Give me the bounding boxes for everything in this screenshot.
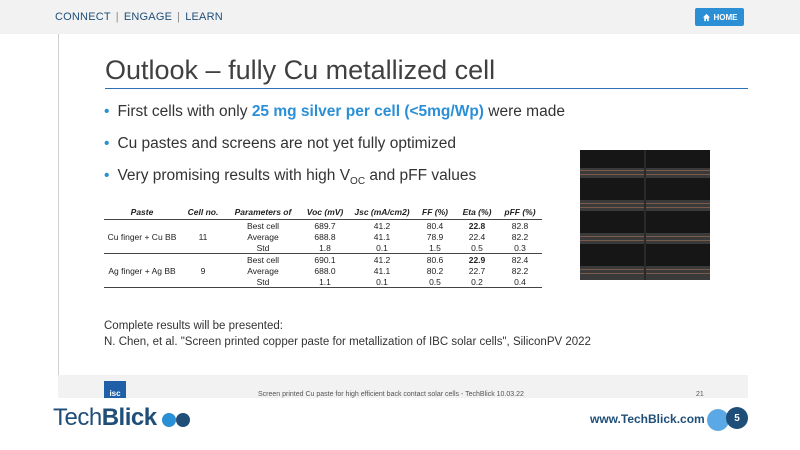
home-button[interactable]: HOME <box>695 8 744 26</box>
table-row: Average 688.8 41.1 78.9 22.4 82.2 <box>104 231 542 242</box>
table-cell: 1.8 <box>300 242 350 254</box>
table-cell: 0.5 <box>456 242 498 254</box>
bullet-highlight: 25 mg silver per cell (<5mg/Wp) <box>251 103 484 120</box>
table-cell: 82.8 <box>511 220 529 231</box>
table-cell: 0.2 <box>456 276 498 288</box>
table-cell: 41.1 <box>373 231 391 242</box>
bullet-text: and pFF values <box>365 167 477 184</box>
nav-learn[interactable]: LEARN <box>185 11 223 23</box>
table-cell: 22.8 <box>468 220 486 231</box>
table-cell: 0.1 <box>350 242 414 254</box>
logo-text: Tech <box>53 404 102 431</box>
slide-number: 21 <box>696 391 704 398</box>
table-cell: 82.2 <box>511 265 529 276</box>
table-cell: 41.1 <box>373 265 391 276</box>
results-table: Paste Cell no. Parameters of Voc (mV) Js… <box>104 205 542 288</box>
table-row: Cu finger + Cu BB 11 Best cell 689.7 41.… <box>104 219 542 254</box>
table-header: pFF (%) <box>498 205 542 220</box>
table-row: Ag finger + Ag BB 9 Best cell 690.1 41.2… <box>104 253 542 288</box>
website-link[interactable]: www.TechBlick.com <box>590 412 705 426</box>
isc-logo: isc <box>104 381 126 398</box>
logo-dots-icon <box>162 413 190 427</box>
table-cell: Std <box>226 242 300 254</box>
nav-separator: | <box>115 11 119 23</box>
table-header: Cell no. <box>180 205 226 220</box>
slide-title: Outlook – fully Cu metallized cell <box>105 55 496 85</box>
table-row: Average 688.0 41.1 80.2 22.7 82.2 <box>104 265 542 276</box>
table-cell: 22.7 <box>468 265 486 276</box>
home-button-label: HOME <box>713 12 738 22</box>
bullet-text: Very promising results with high V <box>117 167 351 184</box>
page-badge-bubble <box>707 409 729 431</box>
table-cell: 690.1 <box>314 254 336 265</box>
top-nav-bar <box>0 0 800 34</box>
table-header: Voc (mV) <box>300 205 350 220</box>
nav-connect[interactable]: CONNECT <box>55 11 111 23</box>
bullet-subscript: OC <box>350 176 366 188</box>
slide-footer <box>58 375 748 398</box>
table-cell: 80.2 <box>426 265 444 276</box>
table-row: Std 1.1 0.1 0.5 0.2 0.4 <box>104 276 542 288</box>
cell-no-cell: 11 <box>180 219 226 254</box>
page-number-badge: 5 <box>726 407 748 429</box>
table-header-row: Paste Cell no. Parameters of Voc (mV) Js… <box>104 205 542 220</box>
table-cell: 0.5 <box>414 276 456 288</box>
nav-separator: | <box>177 11 181 23</box>
table-cell: 688.0 <box>314 265 336 276</box>
cell-no-cell: 9 <box>180 253 226 288</box>
table-cell: 22.9 <box>468 254 486 265</box>
table-header: Eta (%) <box>456 205 498 220</box>
table-header: Parameters of <box>226 205 300 220</box>
table-cell: 689.7 <box>314 220 336 231</box>
table-cell: Average <box>247 231 279 242</box>
table-cell: 688.8 <box>314 231 336 242</box>
table-cell: 41.2 <box>373 220 391 231</box>
paste-cell: Cu finger + Cu BB <box>104 219 180 254</box>
logo-text-bold: Blick <box>101 404 157 431</box>
table-cell: 0.3 <box>498 242 542 254</box>
bullet-dot: • <box>104 103 110 120</box>
title-divider <box>105 88 748 89</box>
slide-border <box>58 34 59 398</box>
table-cell: 0.1 <box>350 276 414 288</box>
table-row: Std 1.8 0.1 1.5 0.5 0.3 <box>104 242 542 254</box>
nav-engage[interactable]: ENGAGE <box>123 11 173 23</box>
bullet-item: • Very promising results with high VOC an… <box>104 167 476 187</box>
table-cell: 78.9 <box>426 231 444 242</box>
bullet-text: First cells with only <box>117 103 252 120</box>
table-cell: 80.6 <box>426 254 444 265</box>
table-cell: 1.5 <box>414 242 456 254</box>
isc-logo-text: isc <box>109 389 121 398</box>
bullet-item: • Cu pastes and screens are not yet fully… <box>104 135 456 153</box>
solar-cell-photo <box>580 150 710 280</box>
bullet-text: were made <box>483 103 565 120</box>
table-cell: 0.4 <box>498 276 542 288</box>
home-icon <box>702 13 710 21</box>
table-cell: 41.2 <box>373 254 391 265</box>
techblick-logo[interactable]: TechBlick <box>53 404 157 432</box>
table-cell: 82.4 <box>511 254 529 265</box>
results-line: Complete results will be presented: <box>104 320 283 332</box>
table-header: Paste <box>104 205 180 220</box>
bullet-dot: • <box>104 167 110 184</box>
table-cell: 80.4 <box>426 220 444 231</box>
table-header: Jsc (mA/cm2) <box>350 205 414 220</box>
table-cell: Average <box>247 265 279 276</box>
slide-footer-text: Screen printed Cu paste for high efficie… <box>258 391 524 398</box>
bullet-item: • First cells with only 25 mg silver per … <box>104 103 565 121</box>
bullet-text: Cu pastes and screens are not yet fully … <box>117 135 457 152</box>
results-citation: N. Chen, et al. "Screen printed copper p… <box>104 336 591 348</box>
table-cell: Best cell <box>246 220 280 231</box>
table-cell: 1.1 <box>300 276 350 288</box>
table-cell: Best cell <box>246 254 280 265</box>
top-nav: CONNECT | ENGAGE | LEARN <box>55 11 223 23</box>
table-cell: 22.4 <box>468 231 486 242</box>
table-cell: 82.2 <box>511 231 529 242</box>
paste-cell: Ag finger + Ag BB <box>104 253 180 288</box>
table-cell: Std <box>226 276 300 288</box>
table-header: FF (%) <box>414 205 456 220</box>
bullet-dot: • <box>104 135 110 152</box>
results-note: Complete results will be presented: N. C… <box>104 318 591 350</box>
